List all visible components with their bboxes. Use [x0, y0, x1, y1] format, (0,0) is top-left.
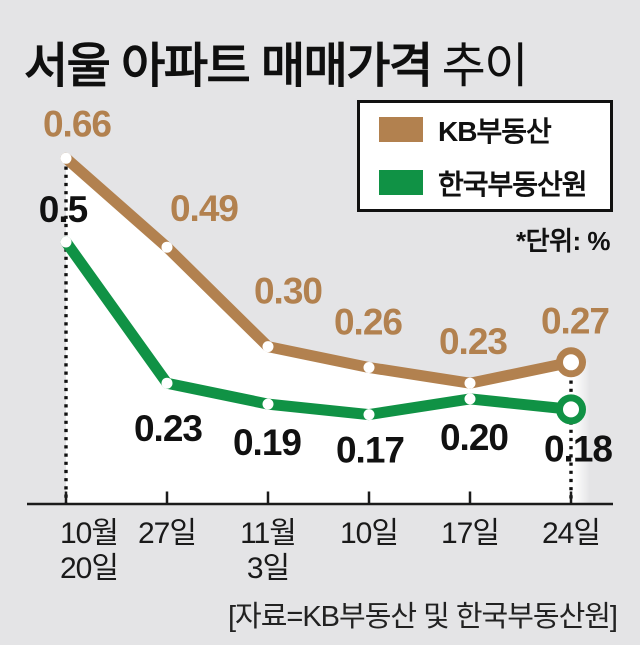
x-axis-label: 24일: [542, 517, 600, 550]
value-label-reb: 0.18: [544, 428, 612, 469]
point-marker: [60, 152, 72, 164]
unit-note: *단위: %: [516, 226, 610, 256]
point-marker: [464, 393, 476, 405]
end-point-marker: [556, 347, 586, 378]
value-label-kb: 0.30: [254, 271, 322, 312]
area-under-kb-line: [66, 158, 574, 504]
value-label-reb: 0.17: [336, 430, 404, 471]
value-label-kb: 0.23: [439, 321, 507, 362]
value-label-kb: 0.66: [43, 103, 111, 144]
reb-series-label: 한국부동산원: [438, 168, 588, 200]
point-marker: [363, 409, 375, 421]
source-note: [자료=KB부동산 및 한국부동산원]: [227, 601, 618, 633]
point-marker: [161, 241, 173, 253]
x-axis-label: 10월 20일: [60, 517, 118, 585]
page-title-main: 서울 아파트 매매가격: [24, 40, 433, 93]
kb-series-label: KB부동산: [438, 115, 552, 147]
value-label-kb: 0.27: [541, 300, 609, 341]
value-label-reb: 0.20: [440, 417, 508, 458]
x-axis-label: 11월 3일: [240, 517, 296, 585]
reb-series-swatch: [379, 170, 423, 195]
end-point-marker: [556, 394, 586, 425]
point-marker: [60, 236, 72, 248]
value-label-kb: 0.49: [170, 188, 238, 229]
legend: KB부동산 한국부동산원: [357, 100, 613, 212]
point-marker: [262, 398, 274, 410]
legend-item-kb: KB부동산: [379, 110, 610, 150]
value-label-reb: 0.23: [134, 408, 202, 449]
x-axis-label: 17일: [441, 517, 499, 550]
point-marker: [363, 362, 375, 373]
x-axis-label: 10일: [340, 517, 398, 550]
value-label-kb: 0.26: [334, 302, 402, 343]
point-marker: [161, 377, 173, 389]
page-title-suffix: 추이: [441, 40, 529, 93]
x-axis-label: 27일: [138, 517, 196, 550]
value-label-reb: 0.19: [233, 422, 301, 463]
point-marker: [464, 377, 476, 389]
series-line-kb: [60, 152, 577, 389]
series-line-reb: [60, 236, 577, 421]
kb-series-swatch: [379, 117, 423, 142]
point-marker: [262, 341, 274, 353]
legend-item-reb: 한국부동산원: [379, 163, 610, 203]
page-title: 서울 아파트 매매가격 추이: [24, 26, 529, 96]
value-label-reb: 0.5: [39, 189, 88, 230]
